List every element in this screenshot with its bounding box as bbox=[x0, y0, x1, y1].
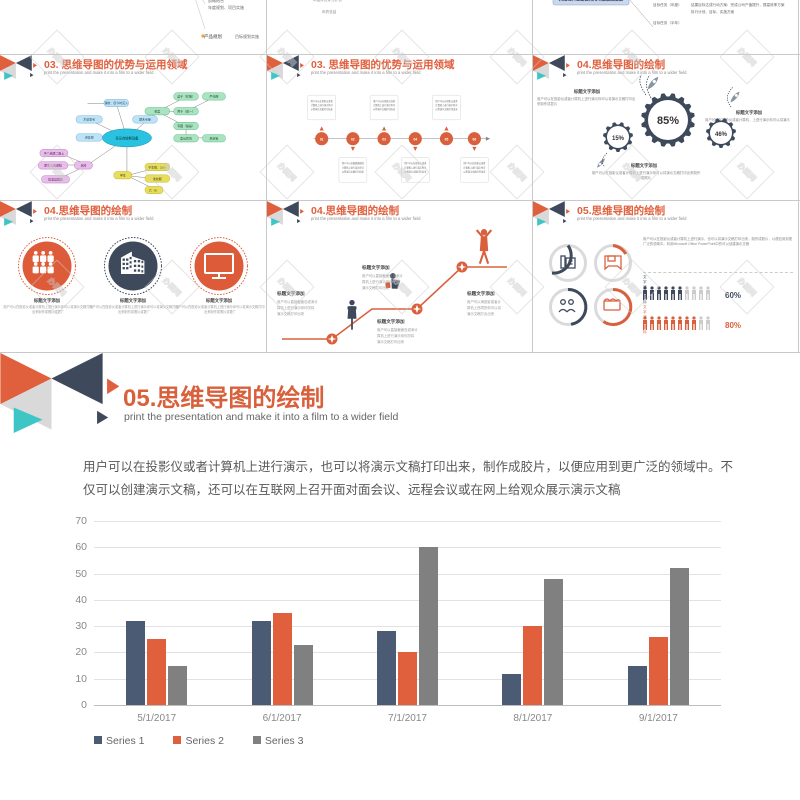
svg-text:战略结合: 战略结合 bbox=[208, 0, 224, 3]
svg-text:产品规划: 产品规划 bbox=[204, 33, 222, 40]
svg-text:算机上西项的你可以将: 算机上西项的你可以将 bbox=[467, 305, 502, 310]
svg-text:标题文字添加: 标题文字添加 bbox=[466, 290, 495, 297]
svg-text:标题文字添加: 标题文字添加 bbox=[361, 264, 390, 271]
svg-text:用户可以海投影或者计: 用户可以海投影或者计 bbox=[467, 299, 502, 304]
svg-text:年终总结: 年终总结 bbox=[322, 9, 337, 14]
svg-text:标题文字添加: 标题文字添加 bbox=[376, 318, 405, 325]
svg-text:80%: 80% bbox=[725, 321, 741, 330]
svg-text:标题文字添加: 标题文字添加 bbox=[277, 290, 305, 297]
svg-text:85%: 85% bbox=[657, 115, 679, 127]
svg-text:用户可以直接截面包或添计: 用户可以直接截面包或添计 bbox=[277, 299, 318, 304]
svg-text:算机上进行演示你何况将: 算机上进行演示你何况将 bbox=[362, 279, 400, 284]
svg-text:演示文稿打出出来: 演示文稿打出出来 bbox=[467, 311, 495, 316]
svg-text:算机上进行演示你何况将: 算机上进行演示你何况将 bbox=[277, 305, 315, 310]
svg-text:60%: 60% bbox=[725, 291, 741, 300]
svg-text:46%: 46% bbox=[715, 132, 728, 138]
svg-text:演示文稿打印出来: 演示文稿打印出来 bbox=[377, 339, 405, 344]
svg-text:用户可以直接截面包或添计: 用户可以直接截面包或添计 bbox=[377, 327, 418, 332]
svg-text:年度评优评先计划: 年度评优评先计划 bbox=[313, 0, 342, 2]
svg-text:目标任务（年度）: 目标任务（年度） bbox=[653, 2, 682, 7]
svg-text:年度规划、项目实施: 年度规划、项目实施 bbox=[208, 4, 244, 10]
svg-text:目标规划实施: 目标规划实施 bbox=[235, 33, 259, 39]
svg-text:结果目标达成行动方案：完成公司产值提升，提高效率方案: 结果目标达成行动方案：完成公司产值提升，提高效率方案 bbox=[691, 2, 785, 7]
svg-text:用户可以直接截面包或添计: 用户可以直接截面包或添计 bbox=[362, 273, 403, 278]
svg-text:演示文稿打印出来: 演示文稿打印出来 bbox=[362, 285, 390, 290]
svg-text:15%: 15% bbox=[612, 136, 625, 142]
svg-text:演示文稿打印出来: 演示文稿打印出来 bbox=[277, 311, 305, 316]
svg-text:执行计划、目标、实施方案: 执行计划、目标、实施方案 bbox=[691, 9, 735, 14]
svg-text:算机上进行演示你何况将: 算机上进行演示你何况将 bbox=[377, 333, 415, 338]
svg-text:目标任务（半年）: 目标任务（半年） bbox=[653, 20, 682, 25]
